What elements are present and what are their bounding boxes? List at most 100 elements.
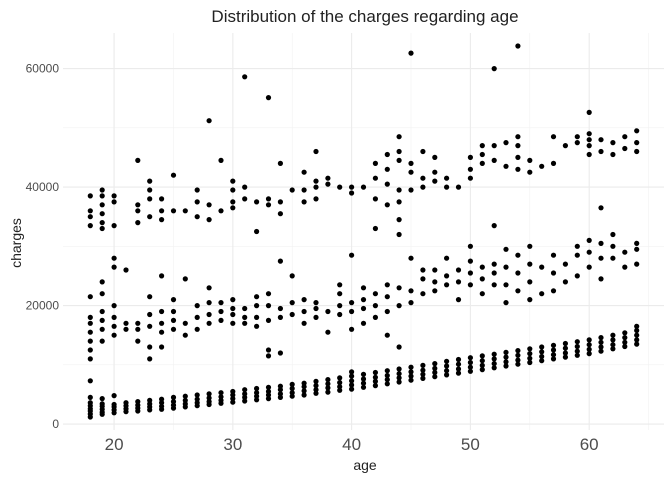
data-point [574,343,580,350]
data-point [527,279,533,285]
data-point [372,291,378,297]
data-point [277,258,283,264]
data-point [491,66,497,72]
data-point [349,326,355,332]
data-point [432,369,438,376]
data-point [313,378,319,384]
data-point [622,264,628,270]
data-point [372,175,378,181]
data-point [360,376,367,382]
data-point [408,255,414,261]
data-point [574,134,580,140]
data-point [396,366,402,372]
data-point [254,303,260,309]
data-point [396,187,402,193]
data-point [372,374,378,380]
data-point [242,74,248,80]
data-point [610,332,616,338]
data-point [432,288,438,294]
data-point [337,384,343,390]
data-point [622,145,628,152]
data-point [325,381,331,387]
data-point [503,282,509,288]
data-point [206,399,212,405]
data-point [515,252,521,258]
data-point [384,151,390,158]
data-point [230,199,236,205]
data-point [182,320,188,326]
data-point [170,399,177,405]
data-point [301,169,307,175]
data-point [539,264,545,270]
data-point [289,311,295,318]
data-point [598,335,604,341]
data-point [111,314,117,320]
data-point [384,294,390,300]
data-point [491,143,497,149]
data-point [230,320,236,326]
data-point [289,390,295,396]
data-point [586,109,592,115]
data-point [194,392,200,398]
data-point [432,178,438,184]
data-point [432,361,438,367]
data-point [396,134,402,140]
data-point [479,143,485,149]
data-point [562,143,569,149]
data-point [586,264,592,270]
data-point [503,246,509,252]
data-point [610,337,616,343]
data-point [360,297,367,303]
data-point [503,363,509,369]
data-point [337,184,343,190]
data-point [206,118,212,124]
data-point [527,355,533,361]
data-point [182,393,188,399]
data-point [455,297,462,303]
data-point [479,362,485,368]
data-point [277,305,283,312]
data-point [99,211,105,217]
data-point [87,414,93,420]
data-point [467,154,473,160]
data-point [467,355,473,361]
data-point [444,255,450,261]
data-point [301,320,307,326]
y-tick-label: 60000 [26,62,60,76]
data-point [396,375,402,381]
data-point [550,352,557,358]
data-point [360,285,367,291]
data-point [111,223,117,229]
data-point [360,305,367,312]
data-point [586,337,592,343]
data-point [301,380,307,386]
data-point [562,340,569,347]
data-point [515,357,521,363]
data-point [610,243,616,249]
data-point [634,327,640,334]
data-point [206,217,212,223]
data-point [360,320,367,326]
data-point [313,300,319,306]
data-point [479,367,485,373]
data-point [99,279,105,285]
data-point [159,217,165,223]
data-point [432,267,438,273]
data-point [230,305,236,312]
data-point [503,359,509,365]
data-point [372,378,378,384]
data-point [242,320,248,326]
data-point [467,364,473,370]
data-point [574,243,580,249]
data-point [539,353,545,360]
data-point [467,243,473,249]
data-point [87,329,93,335]
data-point [467,258,473,264]
data-point [562,279,569,285]
data-point [313,314,319,320]
data-point [610,342,616,348]
data-point [194,199,200,205]
data-point [349,373,355,379]
data-point [574,352,580,358]
